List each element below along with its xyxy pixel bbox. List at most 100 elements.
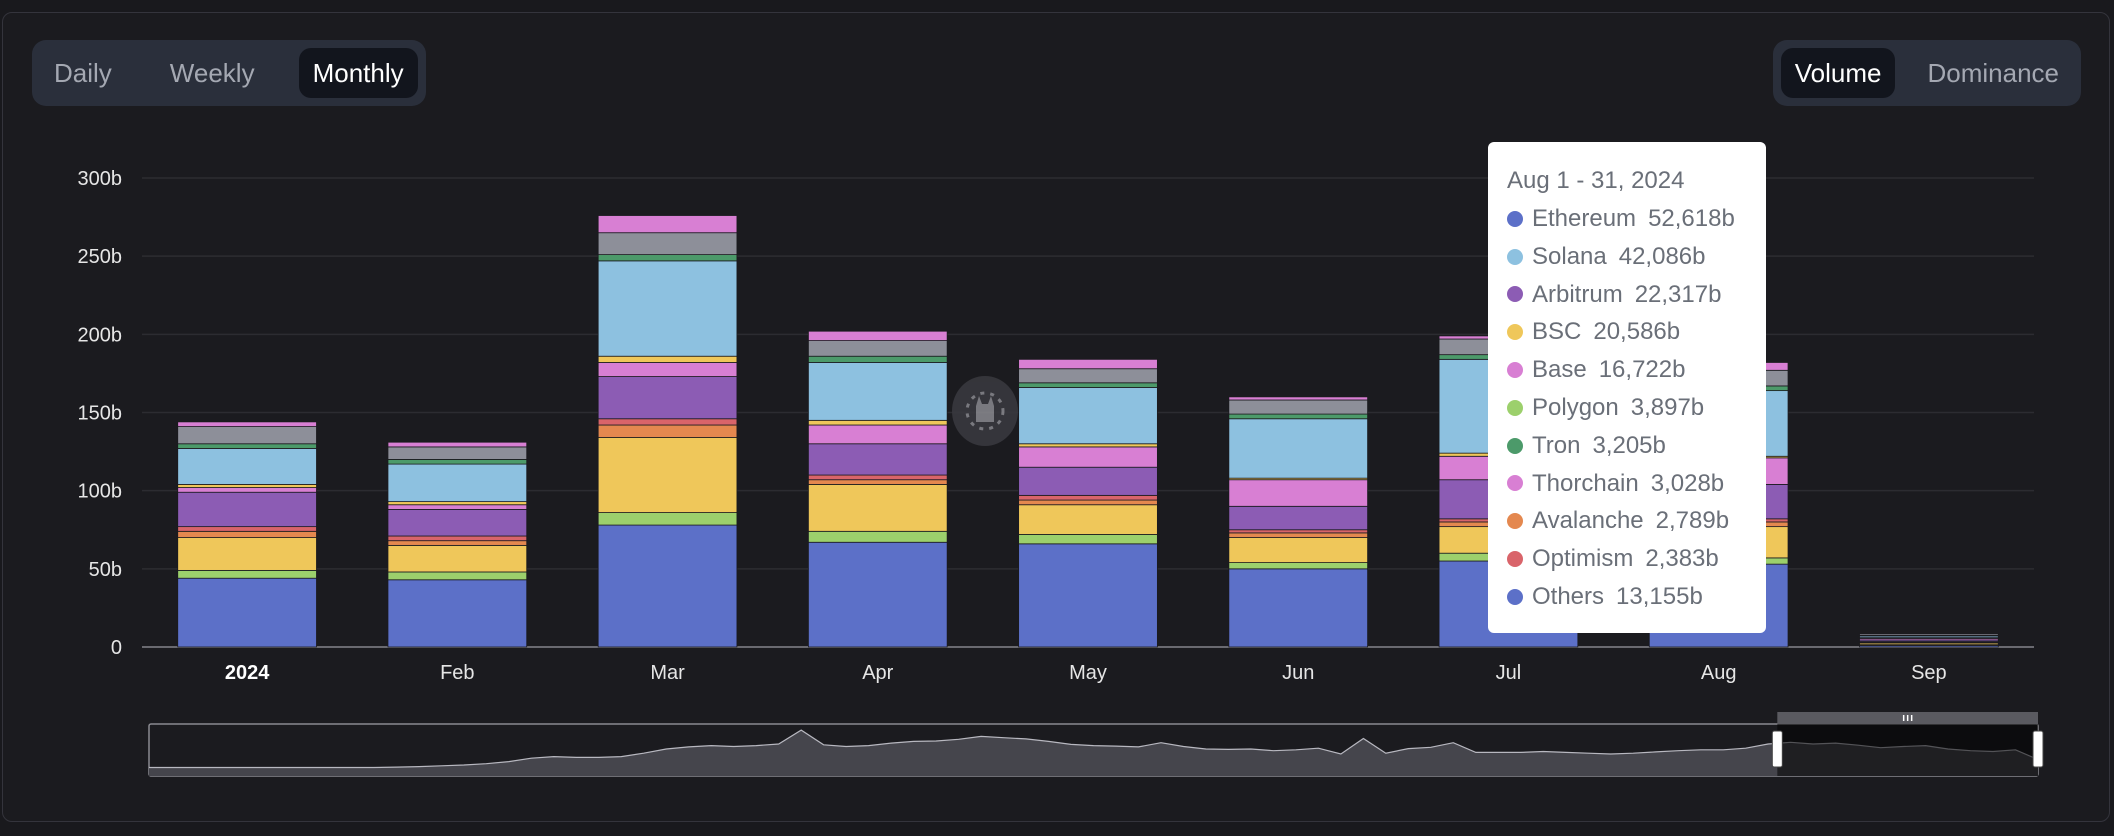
- bar-segment-bsc[interactable]: [387, 501, 528, 506]
- bar-segment-thorchain[interactable]: [808, 330, 948, 341]
- bar-segment-bsc[interactable]: [808, 419, 948, 426]
- range-navigator[interactable]: [148, 712, 2044, 777]
- bar-segment-optimism[interactable]: [387, 535, 528, 542]
- bar-segment-avalanche[interactable]: [597, 424, 738, 438]
- bar-segment-thorchain[interactable]: [177, 421, 317, 427]
- bar-segment-thorchain[interactable]: [1018, 358, 1158, 370]
- bar-segment-bsc[interactable]: [387, 544, 528, 573]
- bar-segment-arbitrum[interactable]: [808, 443, 948, 476]
- bar-segment-ethereum[interactable]: [387, 579, 528, 648]
- bar-segment-solana[interactable]: [177, 448, 317, 485]
- bar-segment-base[interactable]: [597, 362, 738, 377]
- bar-segment-base[interactable]: [1018, 446, 1158, 468]
- bar-segment-polygon[interactable]: [177, 569, 317, 579]
- bar-segment-solana[interactable]: [387, 463, 528, 503]
- tooltip-row-optimism: Optimism 2,383b: [1507, 540, 1766, 578]
- tooltip-series-name: Others: [1532, 582, 1605, 610]
- navigator-selection[interactable]: [1777, 724, 2038, 776]
- bar-segment-base[interactable]: [177, 487, 317, 493]
- bar-segment-avalanche[interactable]: [177, 530, 317, 538]
- bar-stack-mar[interactable]: [597, 215, 738, 648]
- bar-segment-optimism[interactable]: [177, 526, 317, 532]
- bar-segment-arbitrum[interactable]: [177, 491, 317, 528]
- bar-segment-others[interactable]: [808, 340, 948, 357]
- tooltip-row-thorchain: Thorchain 3,028b: [1507, 465, 1766, 503]
- metric-dominance-option[interactable]: Dominance: [1927, 58, 2059, 88]
- bar-segment-others[interactable]: [177, 426, 317, 445]
- series-color-dot: [1507, 437, 1523, 454]
- bar-segment-avalanche[interactable]: [808, 479, 948, 485]
- bar-segment-polygon[interactable]: [597, 512, 738, 526]
- bar-segment-base[interactable]: [1228, 479, 1368, 507]
- bar-segment-solana[interactable]: [1228, 418, 1368, 479]
- bar-segment-others[interactable]: [1018, 368, 1158, 384]
- bar-segment-thorchain[interactable]: [1228, 396, 1368, 401]
- bar-segment-optimism[interactable]: [597, 418, 738, 426]
- bar-segment-optimism[interactable]: [1228, 529, 1368, 534]
- bar-segment-polygon[interactable]: [1018, 534, 1158, 545]
- period-weekly-option[interactable]: Weekly: [169, 58, 255, 88]
- bar-segment-ethereum[interactable]: [1018, 543, 1158, 648]
- bar-segment-base[interactable]: [387, 504, 528, 510]
- bar-stack-feb[interactable]: [387, 441, 528, 648]
- bar-segment-ethereum[interactable]: [597, 524, 738, 648]
- bar-stack-may[interactable]: [1018, 358, 1158, 648]
- bar-segment-bsc[interactable]: [1228, 537, 1368, 563]
- bar-stack-apr[interactable]: [808, 330, 948, 648]
- bar-segment-bsc[interactable]: [177, 484, 317, 488]
- bar-segment-arbitrum[interactable]: [597, 376, 738, 420]
- bar-segment-arbitrum[interactable]: [387, 509, 528, 537]
- bar-segment-tron[interactable]: [808, 355, 948, 363]
- bar-stack-2024[interactable]: [177, 421, 317, 648]
- bar-segment-arbitrum[interactable]: [1228, 505, 1368, 531]
- bar-segment-avalanche[interactable]: [1018, 499, 1158, 506]
- bar-stack-sep[interactable]: [1859, 632, 1999, 648]
- bar-segment-tron[interactable]: [1018, 382, 1158, 388]
- y-tick-label: 250b: [78, 246, 123, 268]
- bar-segment-tron[interactable]: [597, 254, 738, 262]
- series-color-dot: [1507, 362, 1523, 379]
- bar-segment-ethereum[interactable]: [1228, 568, 1368, 648]
- bar-segment-ethereum[interactable]: [808, 541, 948, 648]
- bar-segment-tron[interactable]: [387, 458, 528, 465]
- bar-segment-others[interactable]: [597, 232, 738, 256]
- bar-segment-others[interactable]: [387, 446, 528, 460]
- bar-segment-arbitrum[interactable]: [1018, 466, 1158, 496]
- bar-segment-polygon[interactable]: [1228, 562, 1368, 570]
- bar-segment-solana[interactable]: [1018, 387, 1158, 445]
- bar-segment-bsc[interactable]: [1018, 504, 1158, 535]
- bar-segment-avalanche[interactable]: [387, 540, 528, 546]
- bar-segment-bsc[interactable]: [1018, 443, 1158, 448]
- tooltip-series-value: 3,897b: [1630, 393, 1705, 421]
- bar-segment-polygon[interactable]: [387, 571, 528, 581]
- navigator-left-handle[interactable]: [1771, 730, 1783, 768]
- bar-segment-thorchain[interactable]: [597, 215, 738, 234]
- bar-segment-optimism[interactable]: [808, 474, 948, 481]
- x-tick-label: Jun: [1282, 662, 1314, 684]
- bar-segment-bsc[interactable]: [597, 355, 738, 363]
- bar-segment-ethereum[interactable]: [177, 577, 317, 648]
- period-monthly-option[interactable]: Monthly: [298, 48, 418, 98]
- bar-segment-bsc[interactable]: [597, 437, 738, 513]
- bar-segment-others[interactable]: [1228, 399, 1368, 415]
- bar-segment-bsc[interactable]: [808, 484, 948, 532]
- bar-segment-solana[interactable]: [597, 260, 738, 357]
- period-daily-option[interactable]: Daily: [54, 58, 112, 88]
- bar-segment-solana[interactable]: [808, 362, 948, 421]
- metric-volume-option[interactable]: Volume: [1780, 48, 1896, 98]
- navigator-right-handle[interactable]: [2032, 730, 2044, 768]
- bar-segment-polygon[interactable]: [808, 530, 948, 543]
- bar-segment-optimism[interactable]: [1018, 494, 1158, 501]
- bar-segment-base[interactable]: [808, 424, 948, 445]
- bar-segment-thorchain[interactable]: [387, 441, 528, 448]
- bar-segment-avalanche[interactable]: [1228, 532, 1368, 538]
- bar-segment-bsc[interactable]: [177, 537, 317, 571]
- bar-segment-thorchain[interactable]: [1859, 632, 1999, 635]
- bar-stack-jun[interactable]: [1228, 396, 1368, 648]
- series-color-dot: [1507, 286, 1523, 303]
- bar-segment-tron[interactable]: [177, 443, 317, 449]
- tooltip-series-name: Avalanche: [1532, 507, 1644, 535]
- bar-segment-tron[interactable]: [1228, 413, 1368, 420]
- tooltip-series-name: Base: [1532, 356, 1587, 384]
